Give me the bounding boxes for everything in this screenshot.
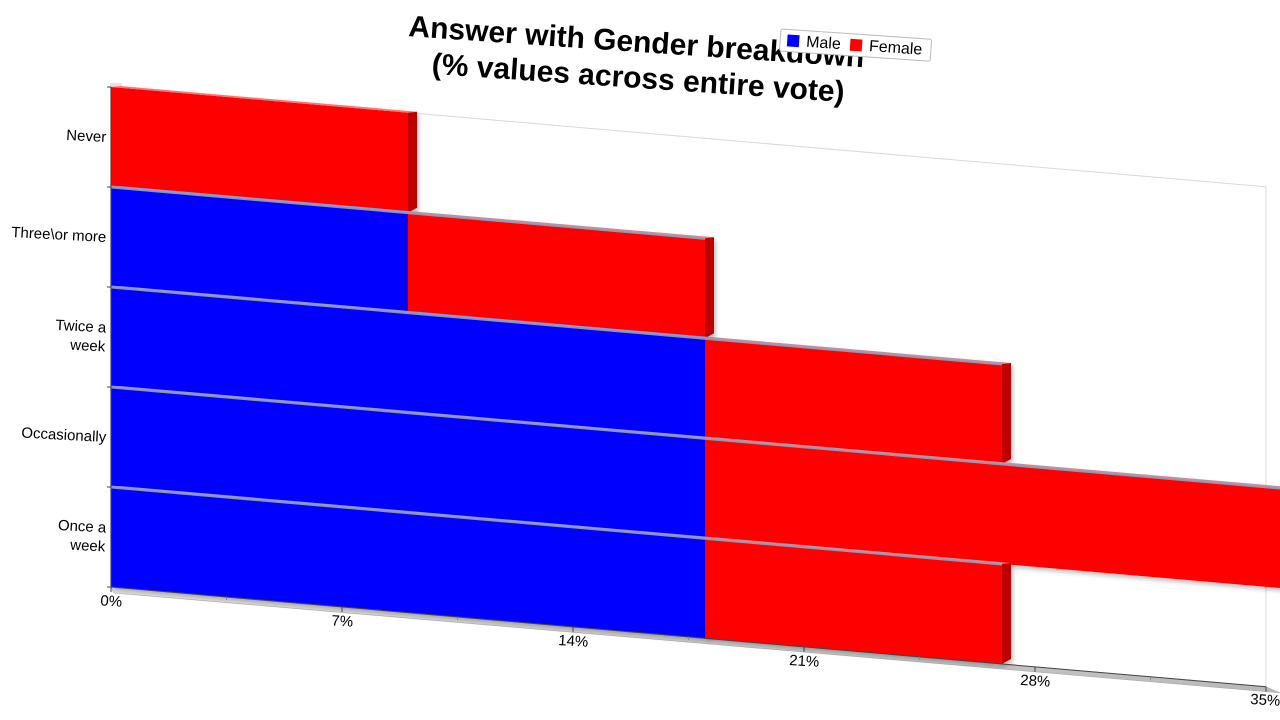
y-tick-label-0: Never <box>66 127 107 146</box>
bar-face <box>705 538 1002 664</box>
bars <box>110 86 1280 664</box>
y-tick-label-4: Once aweek <box>56 517 107 556</box>
bar-top <box>111 86 417 113</box>
row-separator <box>110 385 1280 490</box>
bar-female-0 <box>111 86 417 213</box>
bar-face <box>111 187 408 313</box>
legend: Male Female <box>779 28 933 62</box>
bar-face <box>111 287 705 439</box>
bar-face <box>705 338 1002 464</box>
bar-side <box>1002 563 1011 664</box>
chart-title: Answer with Gender breakdown (% values a… <box>405 10 874 110</box>
axes: Never Three\or more Twice aweek Occasionall… <box>11 86 1280 710</box>
bar-face <box>408 212 705 339</box>
x-tick-label-0: 0% <box>100 592 123 610</box>
bar-side <box>408 111 417 213</box>
bar-face <box>111 387 705 539</box>
bar-face <box>111 487 705 639</box>
x-tick-label-1: 7% <box>331 612 354 630</box>
x-tick-label-4: 28% <box>1020 672 1051 691</box>
x-tick-label-2: 14% <box>558 632 589 651</box>
y-tick-label-2: Twice aweek <box>54 317 107 356</box>
row-separator <box>110 285 1003 366</box>
y-tick-label-1: Three\or more <box>11 224 107 246</box>
y-tick-label-3: Occasionally <box>21 425 107 446</box>
x-tick-label-5: 35% <box>1250 691 1280 710</box>
row-separator <box>110 485 1003 566</box>
legend-swatch-female <box>849 38 863 52</box>
bar-face <box>111 87 408 213</box>
legend-swatch-male <box>786 34 800 48</box>
row-separator <box>110 185 706 240</box>
legend-label-female: Female <box>868 38 922 59</box>
bar-side <box>1002 363 1011 464</box>
bar-side <box>705 237 714 339</box>
legend-label-male: Male <box>806 34 842 53</box>
x-tick-label-3: 21% <box>789 652 820 671</box>
